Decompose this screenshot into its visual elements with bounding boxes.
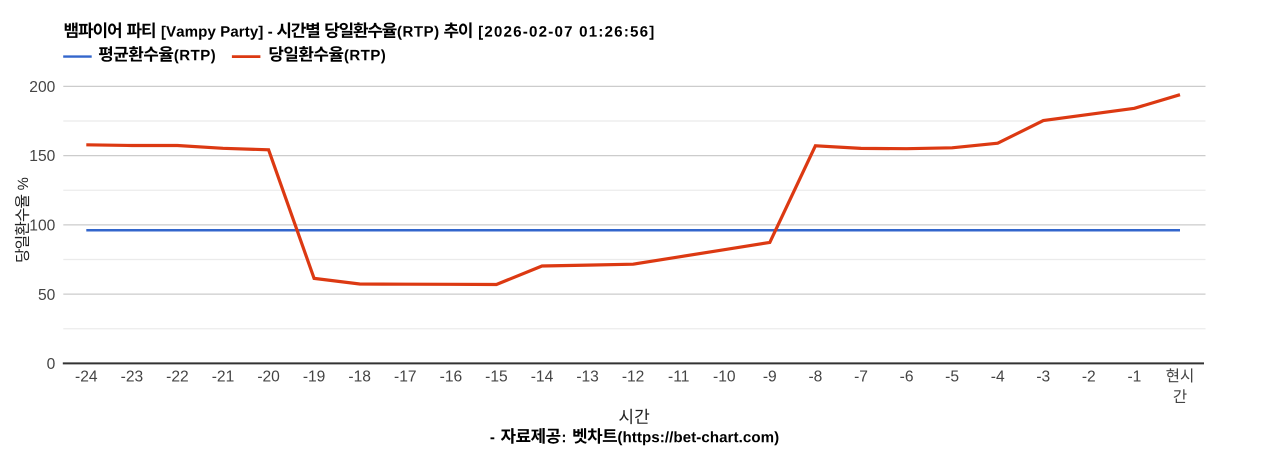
svg-text:200: 200 (29, 79, 55, 96)
svg-text:-16: -16 (440, 368, 463, 385)
svg-text:-12: -12 (622, 368, 645, 385)
svg-text:-17: -17 (394, 368, 417, 385)
svg-text:-13: -13 (576, 368, 599, 385)
svg-text:-19: -19 (303, 368, 326, 385)
svg-text:150: 150 (29, 148, 55, 165)
svg-text:-6: -6 (900, 368, 914, 385)
svg-text:-8: -8 (808, 368, 822, 385)
svg-text:-10: -10 (713, 368, 736, 385)
svg-text:-15: -15 (485, 368, 508, 385)
svg-text:100: 100 (29, 218, 55, 235)
svg-text:-2: -2 (1082, 368, 1096, 385)
svg-text:-4: -4 (991, 368, 1005, 385)
svg-text:-11: -11 (668, 368, 689, 385)
svg-text:-14: -14 (531, 368, 554, 385)
svg-text:-9: -9 (763, 368, 777, 385)
svg-text:-22: -22 (166, 368, 189, 385)
svg-text:-21: -21 (212, 368, 235, 385)
svg-text:-20: -20 (257, 368, 280, 385)
svg-text:-3: -3 (1036, 368, 1050, 385)
svg-text:50: 50 (38, 287, 56, 304)
svg-text:-5: -5 (945, 368, 959, 385)
svg-text:-24: -24 (75, 368, 98, 385)
svg-text:-7: -7 (854, 368, 868, 385)
svg-text:-1: -1 (1127, 368, 1141, 385)
svg-text:-23: -23 (121, 368, 144, 385)
svg-text:0: 0 (47, 356, 56, 373)
svg-text:-18: -18 (348, 368, 371, 385)
